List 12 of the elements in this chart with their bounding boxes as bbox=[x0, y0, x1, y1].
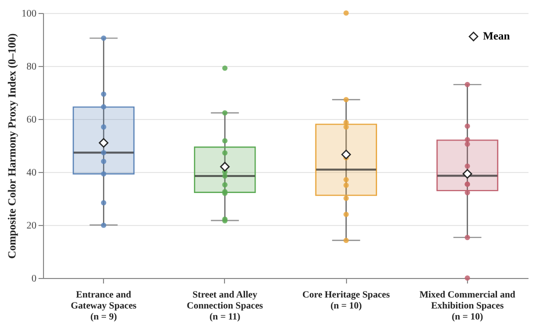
y-tick-label: 100 bbox=[22, 8, 36, 20]
legend-label: Mean bbox=[483, 30, 510, 42]
y-tick-label: 20 bbox=[26, 220, 36, 232]
x-tick-label: Entrance and Gateway Spaces (n = 9) bbox=[70, 290, 137, 322]
x-tick-label: Street and Alley Connection Spaces (n = 11) bbox=[186, 290, 264, 322]
y-axis-title: Composite Color Harmony Proxy Index (0–100) bbox=[6, 32, 18, 259]
y-tick-label: 60 bbox=[26, 114, 36, 126]
y-tick-label: 40 bbox=[26, 168, 36, 178]
x-tick-label: Mixed Commercial and Exhibition Spaces (n = 10) bbox=[419, 290, 516, 322]
x-tick-label: Core Heritage Spaces (n = 10) bbox=[302, 290, 390, 312]
y-tick-label: 80 bbox=[26, 62, 36, 72]
y-tick-label: 0 bbox=[32, 274, 36, 284]
